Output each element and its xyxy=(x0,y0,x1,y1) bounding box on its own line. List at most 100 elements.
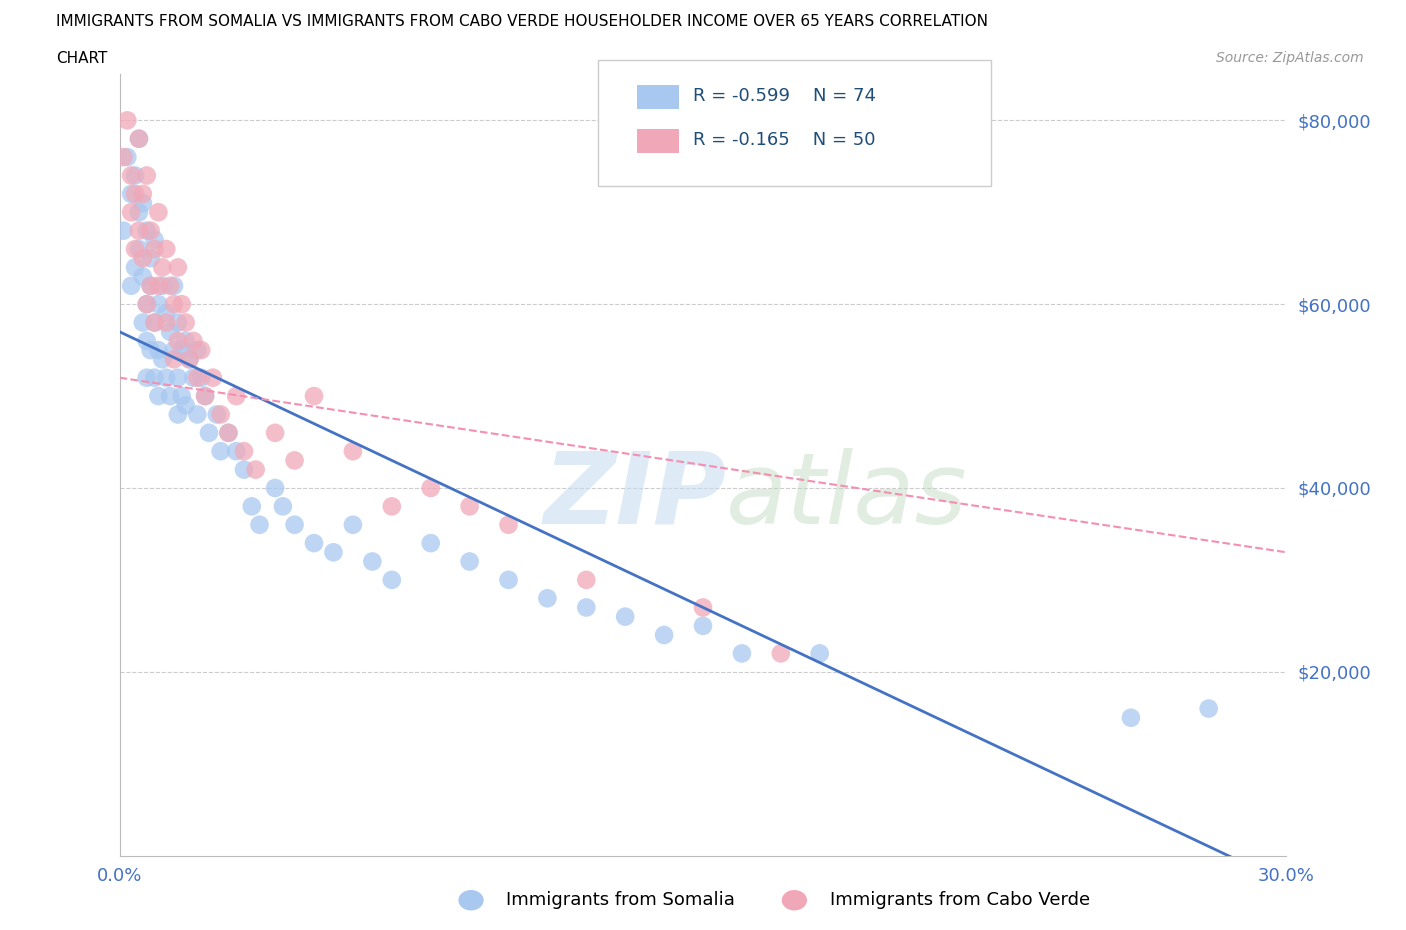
Point xyxy=(132,186,155,201)
Point xyxy=(419,481,441,496)
Point xyxy=(120,278,142,293)
Point xyxy=(271,498,294,513)
Point xyxy=(150,278,173,293)
Point xyxy=(139,342,162,357)
Point xyxy=(124,186,146,201)
Point xyxy=(148,205,170,219)
Point xyxy=(166,260,188,275)
Point xyxy=(132,269,155,284)
Point xyxy=(139,278,162,293)
Point xyxy=(284,453,307,468)
Point xyxy=(135,334,157,349)
Point xyxy=(174,334,197,349)
Point xyxy=(124,242,146,257)
Point xyxy=(163,297,186,312)
Point xyxy=(112,223,135,238)
Point xyxy=(128,223,150,238)
Point xyxy=(170,297,193,312)
Point xyxy=(155,242,177,257)
Point xyxy=(170,342,193,357)
Point xyxy=(808,646,831,661)
Point xyxy=(264,425,287,440)
Point xyxy=(190,370,212,385)
Point xyxy=(174,315,197,330)
Point xyxy=(166,407,188,422)
Point xyxy=(1198,701,1220,716)
Point xyxy=(731,646,754,661)
Point xyxy=(179,352,201,366)
Point xyxy=(159,325,181,339)
Point xyxy=(155,306,177,321)
Point xyxy=(128,205,150,219)
Point xyxy=(143,242,166,257)
Point xyxy=(128,242,150,257)
Point xyxy=(143,315,166,330)
Point xyxy=(132,315,155,330)
Point xyxy=(166,370,188,385)
Point xyxy=(692,618,714,633)
Point xyxy=(190,342,212,357)
Point xyxy=(183,370,205,385)
Point xyxy=(233,462,256,477)
Point xyxy=(159,389,181,404)
Point xyxy=(240,498,263,513)
Point xyxy=(458,498,481,513)
Point xyxy=(769,646,792,661)
Point xyxy=(139,223,162,238)
Point xyxy=(194,389,217,404)
Point xyxy=(458,554,481,569)
Point xyxy=(342,444,364,458)
Point xyxy=(575,573,598,588)
Text: ZIP: ZIP xyxy=(543,447,727,545)
Point xyxy=(139,251,162,266)
Point xyxy=(148,342,170,357)
Point xyxy=(209,407,232,422)
Point xyxy=(155,315,177,330)
Point xyxy=(652,628,675,643)
Point xyxy=(322,545,344,560)
Point xyxy=(381,573,404,588)
Point xyxy=(120,205,142,219)
Point xyxy=(186,342,208,357)
Point xyxy=(143,370,166,385)
Point xyxy=(139,278,162,293)
Point xyxy=(135,297,157,312)
Point xyxy=(166,315,188,330)
Point xyxy=(135,223,157,238)
Point xyxy=(498,517,520,532)
Point xyxy=(163,342,186,357)
Point xyxy=(166,334,188,349)
Point xyxy=(198,425,221,440)
Point xyxy=(120,186,142,201)
Point xyxy=(225,389,247,404)
Point xyxy=(249,517,271,532)
Point xyxy=(135,168,157,183)
Text: atlas: atlas xyxy=(727,447,967,545)
Point xyxy=(233,444,256,458)
Point xyxy=(284,517,307,532)
Text: CHART: CHART xyxy=(56,51,108,66)
Point xyxy=(381,498,404,513)
Point xyxy=(342,517,364,532)
Point xyxy=(614,609,637,624)
Point xyxy=(692,600,714,615)
Text: Immigrants from Cabo Verde: Immigrants from Cabo Verde xyxy=(830,891,1090,910)
Point xyxy=(117,113,139,127)
Point xyxy=(209,444,232,458)
Text: IMMIGRANTS FROM SOMALIA VS IMMIGRANTS FROM CABO VERDE HOUSEHOLDER INCOME OVER 65: IMMIGRANTS FROM SOMALIA VS IMMIGRANTS FR… xyxy=(56,14,988,29)
Point xyxy=(245,462,267,477)
Point xyxy=(302,389,325,404)
Point xyxy=(163,352,186,366)
Point xyxy=(419,536,441,551)
Point xyxy=(128,131,150,146)
Point xyxy=(205,407,228,422)
Point xyxy=(148,297,170,312)
Point xyxy=(174,398,197,413)
Point xyxy=(159,278,181,293)
Point xyxy=(150,260,173,275)
Point xyxy=(155,370,177,385)
Point xyxy=(148,278,170,293)
Point xyxy=(217,425,239,440)
Point xyxy=(143,232,166,247)
Point xyxy=(148,389,170,404)
